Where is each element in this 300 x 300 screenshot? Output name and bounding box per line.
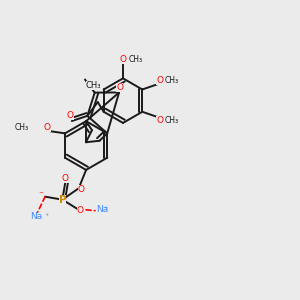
Text: Na: Na xyxy=(30,212,43,221)
Text: O: O xyxy=(156,76,163,85)
Text: ⁺: ⁺ xyxy=(104,205,108,214)
Text: ⁺: ⁺ xyxy=(44,212,49,221)
Text: CH₃: CH₃ xyxy=(86,81,101,90)
Text: O: O xyxy=(116,82,123,91)
Text: O: O xyxy=(119,55,127,64)
Text: O: O xyxy=(67,112,74,121)
Text: O: O xyxy=(77,206,84,215)
Text: P: P xyxy=(58,195,66,205)
Text: ⁻: ⁻ xyxy=(38,190,43,200)
Text: Na: Na xyxy=(97,205,109,214)
Text: CH₃: CH₃ xyxy=(129,55,143,64)
Text: O: O xyxy=(44,123,51,132)
Text: O: O xyxy=(77,185,85,194)
Text: CH₃: CH₃ xyxy=(165,76,179,85)
Text: O: O xyxy=(156,116,163,124)
Text: O: O xyxy=(62,174,69,183)
Text: CH₃: CH₃ xyxy=(14,123,28,132)
Text: CH₃: CH₃ xyxy=(165,116,179,124)
